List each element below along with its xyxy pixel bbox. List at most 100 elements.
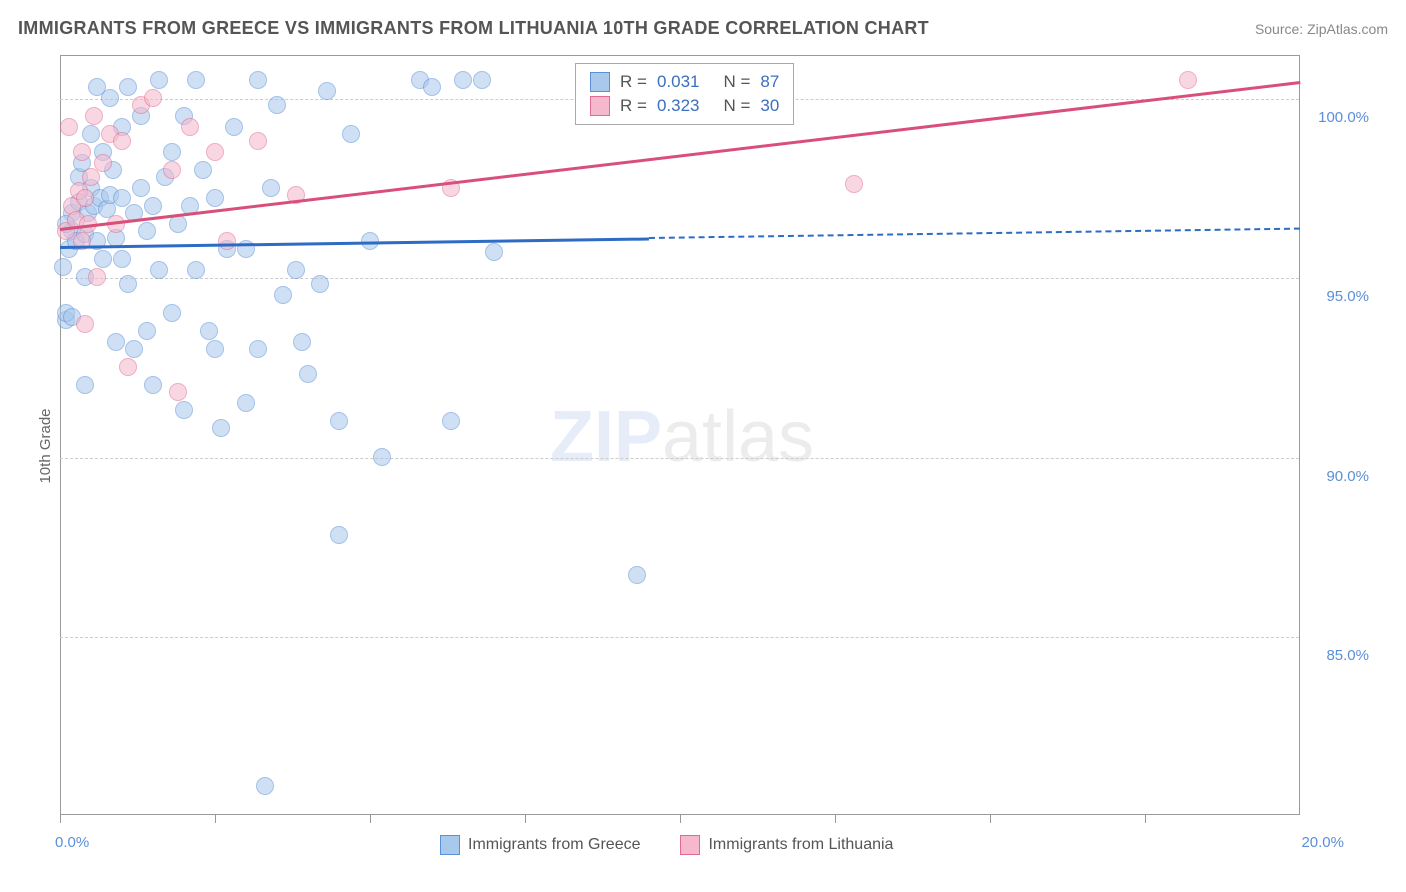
x-tick-label: 20.0% xyxy=(1301,834,1344,851)
y-tick-label: 100.0% xyxy=(1318,109,1369,126)
data-point-lithuania xyxy=(144,89,162,107)
data-point-greece xyxy=(212,419,230,437)
data-point-greece xyxy=(342,125,360,143)
data-point-lithuania xyxy=(845,175,863,193)
series-legend: Immigrants from Greece Immigrants from Li… xyxy=(440,835,893,855)
legend-n-value: 87 xyxy=(760,72,779,92)
data-point-lithuania xyxy=(163,161,181,179)
x-tick xyxy=(215,815,216,823)
series-legend-item-greece: Immigrants from Greece xyxy=(440,835,640,855)
data-point-greece xyxy=(125,340,143,358)
y-axis-label: 10th Grade xyxy=(37,408,54,483)
legend-n-label: N = xyxy=(723,96,750,116)
x-tick xyxy=(60,815,61,823)
data-point-greece xyxy=(175,401,193,419)
data-point-lithuania xyxy=(60,118,78,136)
data-point-greece xyxy=(274,286,292,304)
data-point-greece xyxy=(132,179,150,197)
data-point-lithuania xyxy=(249,132,267,150)
data-point-greece xyxy=(330,412,348,430)
data-point-greece xyxy=(150,261,168,279)
data-point-lithuania xyxy=(88,268,106,286)
data-point-greece xyxy=(318,82,336,100)
series-legend-label: Immigrants from Greece xyxy=(468,836,640,854)
legend-r-label: R = xyxy=(620,96,647,116)
data-point-lithuania xyxy=(73,143,91,161)
watermark: ZIPatlas xyxy=(550,396,814,478)
data-point-lithuania xyxy=(206,143,224,161)
data-point-greece xyxy=(101,89,119,107)
x-tick xyxy=(370,815,371,823)
x-tick xyxy=(835,815,836,823)
data-point-greece xyxy=(454,71,472,89)
legend-swatch xyxy=(590,96,610,116)
data-point-greece xyxy=(107,333,125,351)
data-point-greece xyxy=(485,243,503,261)
data-point-greece xyxy=(206,189,224,207)
legend-n-label: N = xyxy=(723,72,750,92)
legend-row-greece: R = 0.031 N = 87 xyxy=(590,70,779,94)
data-point-greece xyxy=(293,333,311,351)
data-point-lithuania xyxy=(218,232,236,250)
legend-r-label: R = xyxy=(620,72,647,92)
data-point-greece xyxy=(119,78,137,96)
data-point-greece xyxy=(628,566,646,584)
data-point-greece xyxy=(150,71,168,89)
data-point-greece xyxy=(311,275,329,293)
data-point-greece xyxy=(287,261,305,279)
y-tick-label: 90.0% xyxy=(1326,468,1369,485)
data-point-greece xyxy=(373,448,391,466)
data-point-lithuania xyxy=(76,189,94,207)
data-point-lithuania xyxy=(113,132,131,150)
data-point-greece xyxy=(187,71,205,89)
data-point-greece xyxy=(200,322,218,340)
data-point-greece xyxy=(144,197,162,215)
data-point-greece xyxy=(144,376,162,394)
data-point-greece xyxy=(237,394,255,412)
data-point-greece xyxy=(163,304,181,322)
data-point-greece xyxy=(330,526,348,544)
gridline xyxy=(60,458,1299,459)
data-point-lithuania xyxy=(1179,71,1197,89)
series-legend-label: Immigrants from Lithuania xyxy=(708,836,893,854)
y-tick-label: 85.0% xyxy=(1326,647,1369,664)
source-attribution: Source: ZipAtlas.com xyxy=(1255,21,1388,37)
data-point-lithuania xyxy=(85,107,103,125)
data-point-greece xyxy=(256,777,274,795)
correlation-legend: R = 0.031 N = 87 R = 0.323 N = 30 xyxy=(575,63,794,125)
chart-title: IMMIGRANTS FROM GREECE VS IMMIGRANTS FRO… xyxy=(18,18,929,39)
data-point-greece xyxy=(206,340,224,358)
legend-row-lithuania: R = 0.323 N = 30 xyxy=(590,94,779,118)
data-point-greece xyxy=(423,78,441,96)
data-point-greece xyxy=(442,412,460,430)
gridline xyxy=(60,278,1299,279)
gridline xyxy=(60,637,1299,638)
legend-r-value: 0.323 xyxy=(657,96,700,116)
data-point-greece xyxy=(225,118,243,136)
data-point-lithuania xyxy=(169,383,187,401)
data-point-greece xyxy=(249,340,267,358)
data-point-greece xyxy=(299,365,317,383)
data-point-lithuania xyxy=(82,168,100,186)
data-point-lithuania xyxy=(76,315,94,333)
data-point-lithuania xyxy=(94,154,112,172)
data-point-greece xyxy=(94,250,112,268)
data-point-greece xyxy=(473,71,491,89)
x-tick xyxy=(525,815,526,823)
x-tick xyxy=(990,815,991,823)
x-tick xyxy=(680,815,681,823)
data-point-greece xyxy=(82,125,100,143)
data-point-greece xyxy=(187,261,205,279)
data-point-greece xyxy=(262,179,280,197)
legend-swatch xyxy=(590,72,610,92)
legend-r-value: 0.031 xyxy=(657,72,700,92)
y-axis-line xyxy=(60,56,61,815)
data-point-greece xyxy=(138,222,156,240)
legend-swatch xyxy=(440,835,460,855)
data-point-lithuania xyxy=(119,358,137,376)
data-point-greece xyxy=(54,258,72,276)
legend-n-value: 30 xyxy=(760,96,779,116)
data-point-greece xyxy=(163,143,181,161)
x-tick-label: 0.0% xyxy=(55,834,89,851)
trend-line-greece-dashed xyxy=(649,228,1300,239)
